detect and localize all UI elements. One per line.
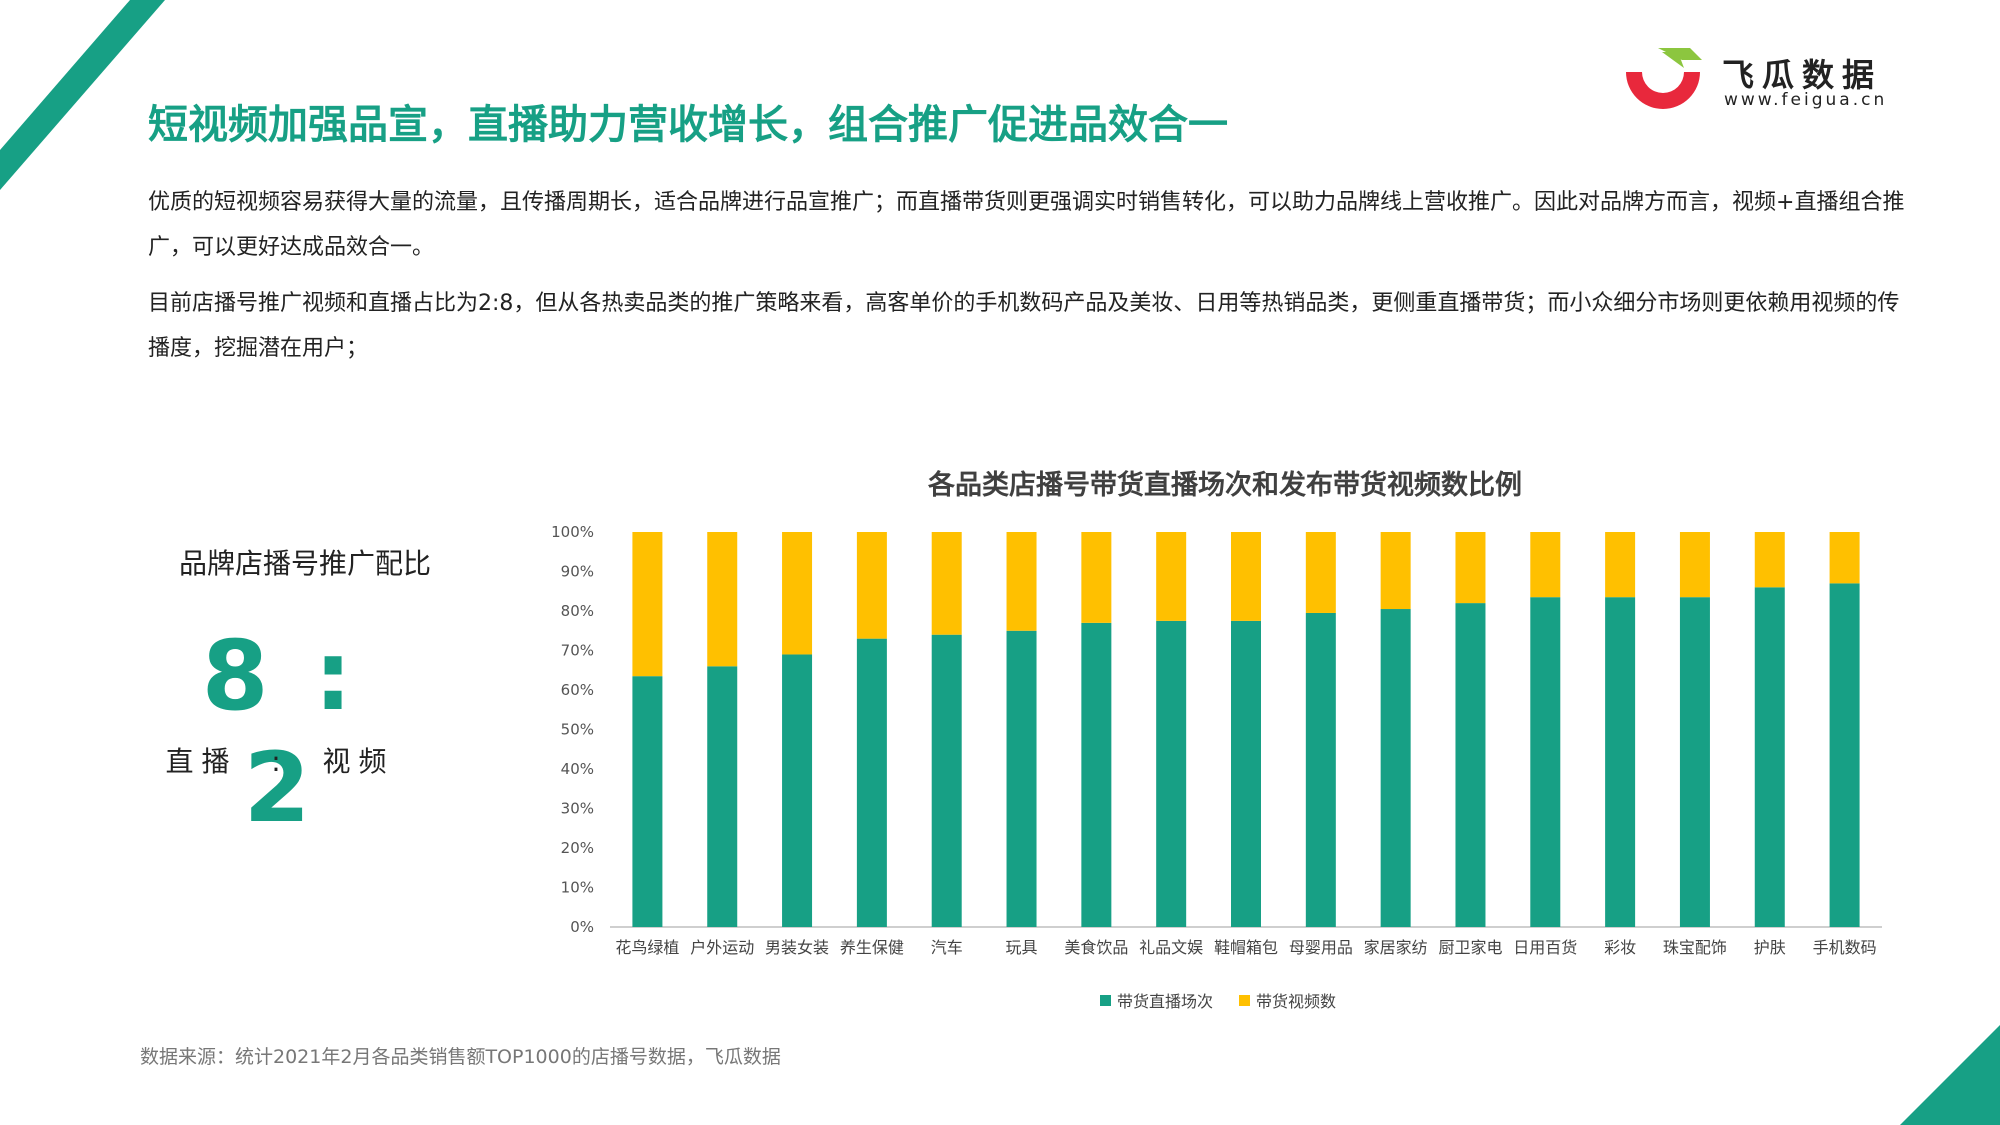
- bar-video: [931, 532, 962, 635]
- x-tick-label: 厨卫家电: [1438, 938, 1502, 957]
- bar-live: [931, 634, 962, 927]
- bar-video: [1305, 532, 1336, 613]
- bar-video: [1231, 532, 1261, 621]
- bar-video: [632, 532, 663, 677]
- bar-live: [782, 654, 813, 927]
- legend-item-video: 带货视频数: [1239, 988, 1336, 1012]
- x-tick-label: 护肤: [1754, 938, 1786, 957]
- y-tick-label: 20%: [561, 839, 594, 857]
- x-tick-label: 母婴用品: [1289, 938, 1353, 957]
- x-tick-label: 礼品文娱: [1139, 938, 1203, 957]
- bar-live: [856, 638, 887, 927]
- x-tick-label: 鞋帽箱包: [1214, 938, 1278, 957]
- bar-live: [1605, 597, 1636, 927]
- y-tick-label: 0%: [570, 918, 594, 936]
- x-tick-label: 男装女装: [765, 938, 829, 957]
- feigua-logo-icon: [1626, 48, 1702, 109]
- bar-live: [707, 666, 738, 927]
- bar-video: [1829, 532, 1860, 584]
- bar-live: [1305, 612, 1336, 927]
- bar-live: [1006, 630, 1037, 927]
- x-tick-label: 家居家纺: [1364, 938, 1428, 957]
- bar-video: [1380, 532, 1411, 610]
- legend-label-video: 带货视频数: [1256, 992, 1337, 1011]
- bar-video: [707, 532, 738, 667]
- logo-name: 飞瓜数据: [1722, 56, 1883, 94]
- bar-video: [1156, 532, 1187, 621]
- ratio-sub-label: 直播 : 视频: [165, 745, 395, 778]
- x-tick-label: 彩妆: [1604, 938, 1636, 957]
- bar-live: [632, 676, 663, 927]
- y-tick-label: 10%: [561, 879, 594, 897]
- legend-swatch-video: [1239, 994, 1251, 1006]
- x-tick-label: 日用百货: [1513, 938, 1577, 957]
- y-tick-label: 60%: [561, 681, 594, 699]
- y-tick-label: 80%: [561, 602, 594, 620]
- bar-video: [1455, 532, 1486, 604]
- x-tick-label: 户外运动: [690, 938, 754, 957]
- legend-item-live: 带货直播场次: [1100, 988, 1213, 1012]
- legend-swatch-live: [1100, 994, 1111, 1006]
- bar-live: [1231, 620, 1261, 927]
- x-tick-label: 美食饮品: [1064, 938, 1128, 957]
- bar-live: [1679, 597, 1710, 927]
- y-tick-label: 40%: [561, 760, 594, 778]
- data-source-note: 数据来源：统计2021年2月各品类销售额TOP1000的店播号数据，飞瓜数据: [140, 1046, 781, 1068]
- bar-live: [1754, 587, 1785, 927]
- stacked-bar-chart: 0% 10% 20% 30% 40% 50% 60% 70% 80% 90% 100% 花鸟绿植 户外运…: [551, 523, 1882, 957]
- intro-paragraph-1: 优质的短视频容易获得大量的流量，且传播周期长，适合品牌进行品宣推广；而直播带货则…: [148, 190, 1905, 260]
- chart-title: 各品类店播号带货直播场次和发布带货视频数比例: [928, 470, 1522, 501]
- x-tick-label: 汽车: [931, 938, 963, 957]
- x-tick-label: 珠宝配饰: [1663, 938, 1727, 957]
- bar-video: [1754, 532, 1785, 588]
- bar-live: [1156, 620, 1187, 927]
- bar-video: [856, 532, 887, 639]
- logo-url: www.feigua.cn: [1724, 90, 1888, 110]
- ratio-label: 品牌店播号推广配比: [178, 547, 431, 580]
- y-tick-label: 50%: [561, 721, 594, 739]
- bar-video: [1679, 532, 1710, 598]
- bar-video: [1605, 532, 1636, 598]
- bar-video: [1006, 532, 1037, 631]
- x-tick-label: 手机数码: [1813, 938, 1877, 957]
- ratio-value: 8 : 2: [201, 620, 359, 844]
- bar-live: [1455, 603, 1486, 927]
- bar-video: [1530, 532, 1561, 598]
- x-tick-label: 玩具: [1006, 938, 1038, 957]
- bar-video: [782, 532, 813, 655]
- legend-label-live: 带货直播场次: [1117, 992, 1214, 1011]
- y-tick-label: 70%: [561, 642, 594, 660]
- x-tick-label: 养生保健: [840, 938, 904, 957]
- y-tick-label: 90%: [561, 563, 594, 581]
- page-title: 短视频加强品宣，直播助力营收增长，组合推广促进品效合一: [148, 102, 1228, 148]
- bar-live: [1829, 583, 1860, 927]
- x-tick-label: 花鸟绿植: [615, 938, 679, 957]
- corner-decoration-cutout: [0, 0, 130, 150]
- y-tick-label: 100%: [551, 523, 594, 541]
- bar-live: [1530, 597, 1561, 927]
- bar-video: [1081, 532, 1112, 623]
- bar-live: [1081, 622, 1112, 927]
- intro-paragraph-2: 目前店播号推广视频和直播占比为2:8，但从各热卖品类的推广策略来看，高客单价的手…: [148, 291, 1900, 361]
- bar-live: [1380, 609, 1411, 927]
- y-tick-label: 30%: [561, 800, 594, 818]
- chart-legend: 带货直播场次 带货视频数: [1100, 988, 1336, 1012]
- feigua-logo: 飞瓜数据 www.feigua.cn: [1622, 46, 1912, 116]
- corner-decoration-bottom-right: [1900, 1025, 2000, 1125]
